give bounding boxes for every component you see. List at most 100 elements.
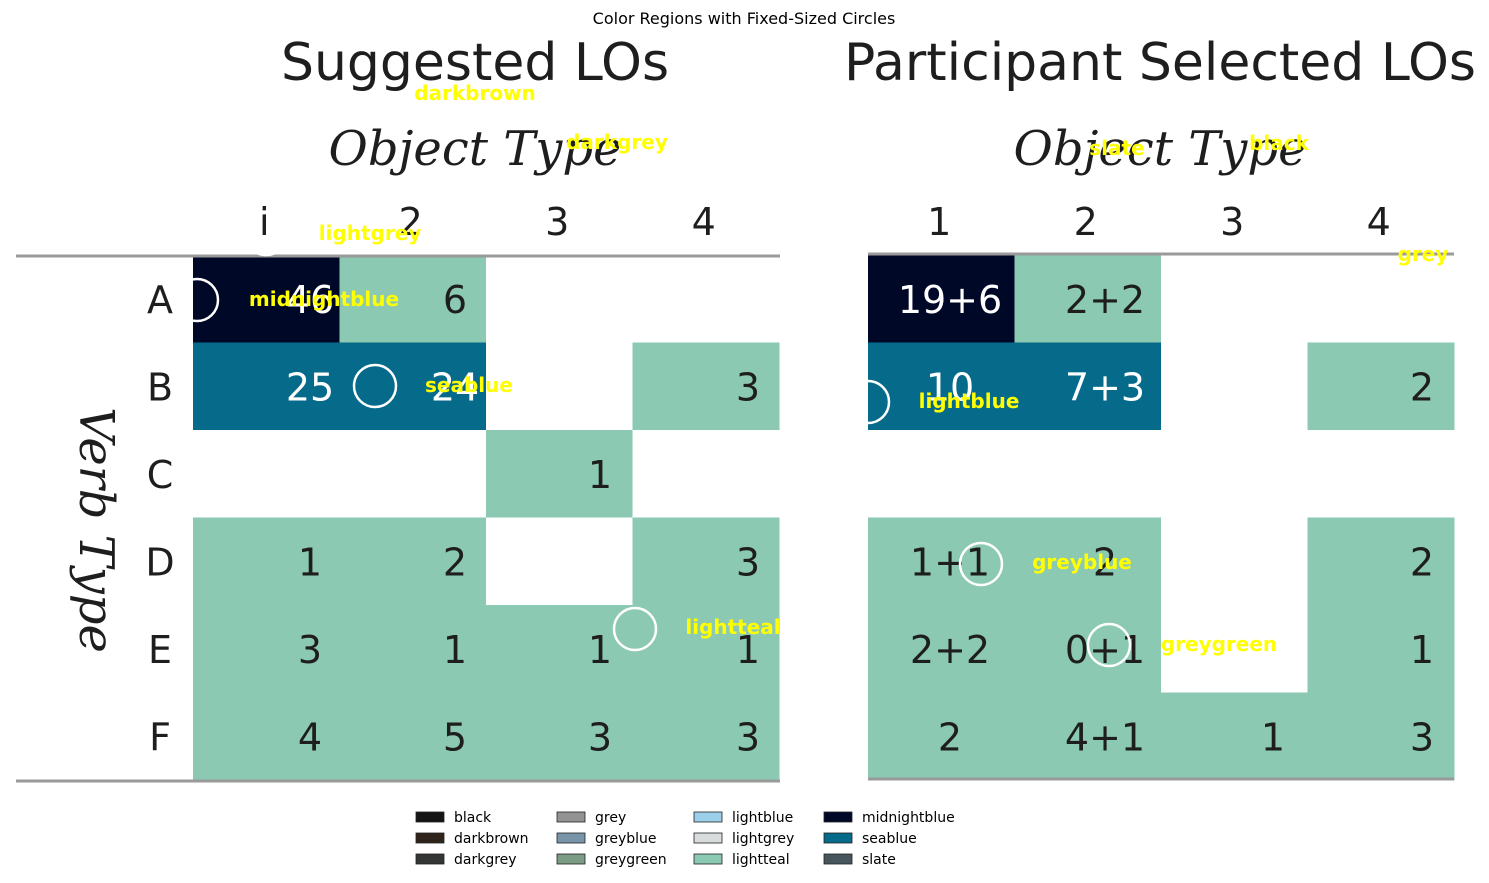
heatmap-cell <box>1014 342 1162 431</box>
legend-swatch <box>556 811 586 823</box>
cell-value: 1 <box>736 628 760 672</box>
x-axis-label: Object Type <box>1013 121 1306 177</box>
y-axis-label: Verb Type <box>68 407 124 653</box>
region-label: greygreen <box>1161 632 1277 656</box>
cell-value: 1 <box>588 628 612 672</box>
heatmap-cell <box>193 692 340 781</box>
y-tick-label: D <box>145 540 174 584</box>
legend-entry: lightteal <box>732 852 790 868</box>
legend-entry: lightgrey <box>732 831 794 847</box>
heatmap-cell <box>1161 430 1308 518</box>
cell-value: 3 <box>736 715 760 759</box>
cell-value: 2+2 <box>1065 278 1145 322</box>
cell-value: 3 <box>736 365 760 409</box>
region-label: lightteal <box>685 615 780 639</box>
heatmap-cell <box>1014 517 1162 606</box>
legend-entry: black <box>454 810 492 826</box>
heatmap-cell <box>1161 255 1308 343</box>
circle-marker <box>612 606 658 652</box>
region-label: slate <box>1089 136 1144 160</box>
heatmap-cell <box>339 517 487 606</box>
cell-value: 1 <box>443 628 467 672</box>
cell-value: 1+1 <box>910 540 990 584</box>
x-tick-label: 3 <box>1220 200 1244 244</box>
cell-value: 24 <box>431 365 479 409</box>
y-tick-label: B <box>147 365 173 409</box>
x-tick-label: 4 <box>1367 200 1391 244</box>
heatmap-cell <box>632 342 780 431</box>
y-tick-label: E <box>148 628 172 672</box>
heatmap-cell <box>868 342 1015 431</box>
x-tick-label: 1 <box>927 200 951 244</box>
cell-value: 2 <box>1093 540 1117 584</box>
y-tick-label: C <box>147 453 174 497</box>
heatmap-cell <box>632 692 780 781</box>
legend-swatch <box>415 832 445 844</box>
heatmap-cell <box>486 692 633 781</box>
circle-marker <box>174 277 220 323</box>
legend-swatch <box>415 853 445 865</box>
panel-participant: Participant Selected LOs Object Type 1 2 3 4 1… <box>844 33 1476 781</box>
heatmap-cell <box>868 255 1015 343</box>
x-tick-label: 4 <box>692 200 716 244</box>
region-label: darkbrown <box>414 81 536 105</box>
x-tick-label: 2 <box>399 200 423 244</box>
legend-swatch <box>823 811 853 823</box>
legend-entry: greyblue <box>595 831 657 847</box>
cell-value: 4 <box>298 715 322 759</box>
heatmap-cell <box>193 605 340 693</box>
heatmap-cell <box>1307 255 1455 343</box>
heatmap-cell <box>868 430 1015 518</box>
cell-value: 3 <box>736 540 760 584</box>
cell-value: 4+1 <box>1065 715 1145 759</box>
legend: black darkbrown darkgrey grey greyblue greygr… <box>415 810 955 868</box>
legend-swatch <box>556 832 586 844</box>
heatmap-cell <box>1307 342 1455 431</box>
legend-swatch <box>415 811 445 823</box>
cell-value: 2+2 <box>910 628 990 672</box>
x-tick-label: i <box>259 200 270 244</box>
heatmap-cell <box>486 517 633 606</box>
legend-entry: lightblue <box>732 810 793 826</box>
panel-title: Suggested LOs <box>281 33 669 93</box>
legend-entry: seablue <box>862 831 917 847</box>
region-label: greyblue <box>1032 550 1132 574</box>
legend-entry: greygreen <box>595 852 667 868</box>
legend-swatch <box>823 832 853 844</box>
cell-value: 7+3 <box>1065 365 1145 409</box>
heatmap-cell <box>339 255 487 343</box>
heatmap-cell <box>1014 430 1162 518</box>
figure-title: Color Regions with Fixed-Sized Circles <box>593 9 896 28</box>
region-label: darkgrey <box>566 130 668 154</box>
legend-swatch <box>693 832 723 844</box>
heatmap-cell <box>486 342 633 431</box>
heatmap-cell <box>1161 692 1308 781</box>
cell-value: 2 <box>1410 540 1434 584</box>
legend-swatch <box>693 811 723 823</box>
heatmap-cell <box>339 430 487 518</box>
region-label: grey <box>1398 242 1449 266</box>
cell-value: 3 <box>1410 715 1434 759</box>
cell-value: 3 <box>588 715 612 759</box>
cell-value: 1 <box>1410 628 1434 672</box>
heatmap-cell <box>193 430 340 518</box>
cell-value: 6 <box>443 278 467 322</box>
heatmap-cell <box>486 255 633 343</box>
cell-value: 46 <box>286 278 334 322</box>
heatmap-cell <box>1307 517 1455 606</box>
region-label: lightgrey <box>319 221 422 245</box>
heatmap-cell <box>632 517 780 606</box>
heatmap-cell <box>1307 692 1455 781</box>
region-label: black <box>1249 131 1310 155</box>
cell-value: 19+6 <box>898 278 1002 322</box>
x-axis-label: Object Type <box>328 121 621 177</box>
heatmap-cell <box>1307 605 1455 693</box>
cell-value: 2 <box>938 715 962 759</box>
cell-value: 25 <box>286 365 334 409</box>
heatmap-cell <box>339 692 487 781</box>
x-tick-label: 3 <box>545 200 569 244</box>
heatmap-cell <box>486 430 633 518</box>
legend-entry: darkbrown <box>454 831 529 847</box>
